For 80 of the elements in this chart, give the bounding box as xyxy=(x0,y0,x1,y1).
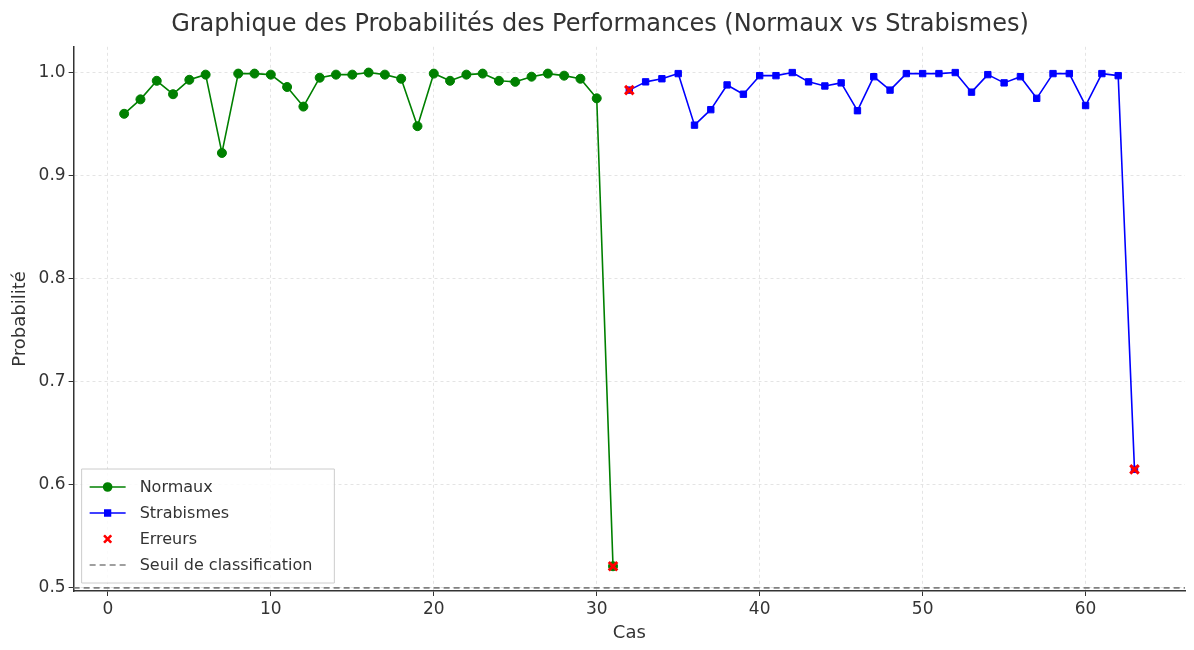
point xyxy=(461,69,472,80)
point xyxy=(951,68,959,77)
point xyxy=(902,69,911,78)
point xyxy=(1033,94,1041,103)
x-tick-label: 10 xyxy=(259,597,282,618)
x-tick-label: 60 xyxy=(1074,597,1097,618)
x-tick-label: 20 xyxy=(422,597,445,618)
point xyxy=(918,69,927,78)
point xyxy=(739,90,748,98)
point xyxy=(445,75,456,86)
legend-label: Normaux xyxy=(139,477,213,497)
point xyxy=(853,107,862,115)
point xyxy=(477,68,488,79)
point xyxy=(119,108,130,119)
point xyxy=(804,78,813,86)
x-tick-label: 30 xyxy=(585,597,608,618)
chart-title: Graphique des Probabilités des Performances (Normaux vs Strabismes) xyxy=(171,8,1029,37)
point xyxy=(1114,71,1122,80)
point xyxy=(984,70,992,79)
legend-label: Strabismes xyxy=(139,503,230,523)
point xyxy=(249,68,260,79)
point xyxy=(935,69,943,78)
point xyxy=(265,69,276,80)
legend-label: Seuil de classification xyxy=(139,555,313,575)
point xyxy=(837,79,845,87)
point xyxy=(1081,101,1090,110)
point xyxy=(707,105,715,114)
point xyxy=(658,75,666,83)
point xyxy=(559,70,570,81)
point xyxy=(412,121,423,132)
y-tick-label: 0.5 xyxy=(38,576,66,597)
point xyxy=(363,67,374,78)
point xyxy=(347,69,358,80)
point xyxy=(200,69,211,80)
point xyxy=(674,69,682,78)
point xyxy=(542,68,553,79)
point xyxy=(151,75,162,86)
y-axis-title: Probabilité xyxy=(8,271,30,367)
point xyxy=(233,68,244,79)
point xyxy=(428,68,439,79)
point xyxy=(282,82,293,92)
x-axis-title: Cas xyxy=(612,620,646,642)
point xyxy=(331,69,341,80)
point xyxy=(396,73,407,84)
point xyxy=(967,88,976,96)
y-tick-label: 1.0 xyxy=(38,60,66,81)
y-tick-label: 0.8 xyxy=(38,267,66,288)
point xyxy=(298,101,309,112)
point xyxy=(870,73,878,81)
legend-label: Erreurs xyxy=(139,529,198,549)
point xyxy=(821,82,829,90)
point xyxy=(216,147,227,158)
point xyxy=(379,69,390,80)
point xyxy=(1065,69,1073,78)
point xyxy=(641,78,650,86)
point xyxy=(1049,69,1057,78)
point xyxy=(314,72,325,83)
point xyxy=(690,121,699,129)
point xyxy=(788,68,796,77)
y-tick-label: 0.9 xyxy=(38,164,66,185)
y-tick-label: 0.6 xyxy=(38,473,66,494)
point xyxy=(1000,79,1008,87)
point xyxy=(168,89,179,100)
x-tick-label: 50 xyxy=(911,597,934,618)
point xyxy=(772,71,780,80)
point xyxy=(135,94,146,105)
point xyxy=(526,71,537,82)
x-tick-label: 40 xyxy=(748,597,771,618)
y-tick-label: 0.7 xyxy=(38,370,66,391)
point xyxy=(184,74,195,85)
point xyxy=(591,93,602,104)
point xyxy=(510,76,521,87)
point xyxy=(723,81,731,89)
point xyxy=(575,73,586,84)
point xyxy=(1098,69,1106,78)
point xyxy=(1016,73,1025,81)
point xyxy=(493,75,504,86)
point xyxy=(886,86,894,94)
point xyxy=(756,71,764,80)
x-tick-label: 0 xyxy=(102,597,114,618)
